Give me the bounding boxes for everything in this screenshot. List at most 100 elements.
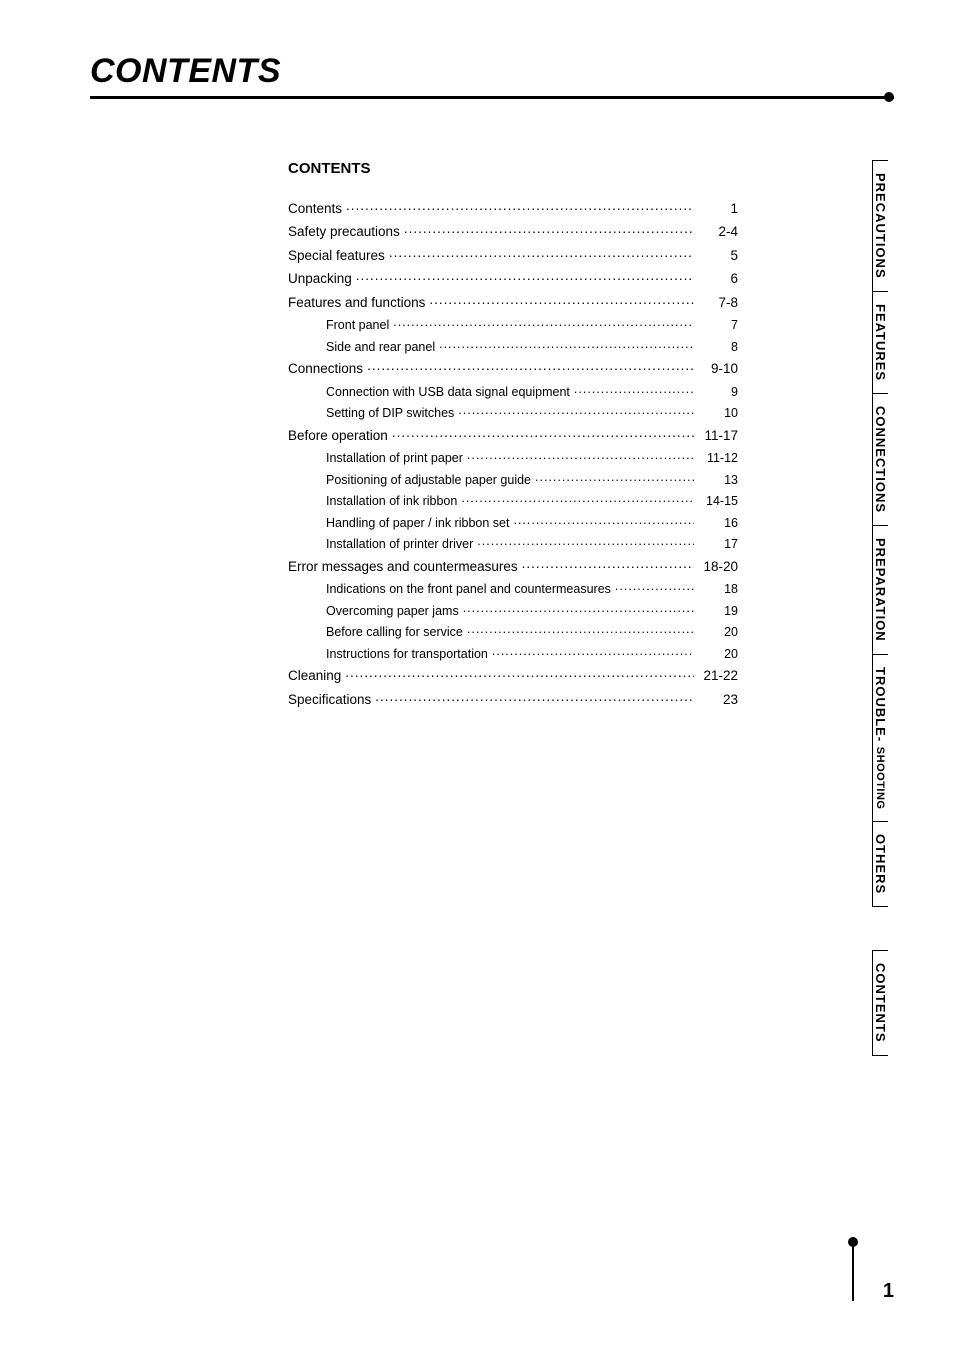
side-tab-label: CONNECTIONS xyxy=(873,406,888,513)
toc-row: Side and rear panel 8 xyxy=(288,338,738,354)
toc-row: Specifications 23 xyxy=(288,690,738,707)
toc-row: Unpacking6 xyxy=(288,270,738,287)
toc-label: Error messages and countermeasures xyxy=(288,559,518,574)
toc-label: Specifications xyxy=(288,692,371,707)
toc-page: 16 xyxy=(698,516,738,530)
toc-page: 2-4 xyxy=(698,224,738,239)
toc-label: Cleaning xyxy=(288,668,341,683)
toc-page: 20 xyxy=(698,625,738,639)
toc-list: Contents1 Safety precautions 2-4 Special fe… xyxy=(288,199,738,707)
toc-row: Overcoming paper jams 19 xyxy=(288,602,738,618)
toc-row: Instructions for transportation20 xyxy=(288,645,738,661)
toc-leader-dots xyxy=(522,557,694,571)
side-tab[interactable]: PRECAUTIONS xyxy=(872,160,888,292)
toc-row: Before operation 11-17 xyxy=(288,426,738,443)
toc-page: 13 xyxy=(698,473,738,487)
toc-page: 11-17 xyxy=(698,428,738,443)
toc-leader-dots xyxy=(346,199,694,213)
toc-label: Positioning of adjustable paper guide xyxy=(326,473,531,487)
toc-leader-dots xyxy=(458,405,694,418)
page-title: CONTENTS xyxy=(90,52,894,91)
side-tab-label: CONTENTS xyxy=(873,963,888,1043)
page: CONTENTS CONTENTS Contents1 Safety precau… xyxy=(0,0,954,1351)
toc-leader-dots xyxy=(429,293,694,307)
side-tab[interactable]: FEATURES xyxy=(872,291,888,394)
toc-row: Installation of print paper11-12 xyxy=(288,450,738,466)
toc-leader-dots xyxy=(477,536,694,549)
toc-page: 1 xyxy=(698,201,738,216)
toc-row: Installation of printer driver 17 xyxy=(288,536,738,552)
toc-page: 19 xyxy=(698,604,738,618)
toc-label: Safety precautions xyxy=(288,224,400,239)
toc-label: Instructions for transportation xyxy=(326,647,488,661)
toc-page: 17 xyxy=(698,537,738,551)
toc-page: 5 xyxy=(698,248,738,263)
toc-page: 9-10 xyxy=(698,361,738,376)
title-rule xyxy=(90,96,894,99)
toc-leader-dots xyxy=(389,246,694,260)
toc-leader-dots xyxy=(393,317,694,330)
toc-leader-dots xyxy=(463,602,694,615)
toc-label: Overcoming paper jams xyxy=(326,604,459,618)
tab-gap xyxy=(872,906,902,950)
toc-row: Before calling for service 20 xyxy=(288,624,738,640)
toc-leader-dots xyxy=(461,493,694,506)
toc-leader-dots xyxy=(615,581,694,594)
side-tab[interactable]: TROUBLE- SHOOTING xyxy=(872,654,888,822)
toc-row: Front panel 7 xyxy=(288,317,738,333)
toc-row: Contents1 xyxy=(288,199,738,216)
toc-page: 8 xyxy=(698,340,738,354)
toc-label: Features and functions xyxy=(288,295,425,310)
toc-label: Handling of paper / ink ribbon set xyxy=(326,516,509,530)
toc-page: 7 xyxy=(698,318,738,332)
toc-label: Front panel xyxy=(326,318,389,332)
toc-row: Handling of paper / ink ribbon set 16 xyxy=(288,514,738,530)
toc-label: Special features xyxy=(288,248,385,263)
toc-page: 14-15 xyxy=(698,494,738,508)
toc-label: Setting of DIP switches xyxy=(326,406,454,420)
toc-row: Features and functions 7-8 xyxy=(288,293,738,310)
side-tab[interactable]: CONNECTIONS xyxy=(872,393,888,526)
side-tab-sublabel: SHOOTING xyxy=(874,746,886,809)
side-tab[interactable]: OTHERS xyxy=(872,821,888,907)
toc-leader-dots xyxy=(467,624,694,637)
toc-row: Safety precautions 2-4 xyxy=(288,223,738,240)
footer-line xyxy=(852,1241,854,1301)
toc-row: Error messages and countermeasures18-20 xyxy=(288,557,738,574)
toc-label: Installation of printer driver xyxy=(326,537,473,551)
toc-leader-dots xyxy=(492,645,694,658)
side-tab-label: PREPARATION xyxy=(873,538,888,642)
side-tab-label: TROUBLE- xyxy=(873,667,888,742)
toc-leader-dots xyxy=(535,471,694,484)
toc-leader-dots xyxy=(392,426,694,440)
toc-label: Unpacking xyxy=(288,271,352,286)
toc-page: 7-8 xyxy=(698,295,738,310)
toc-leader-dots xyxy=(375,690,694,704)
title-area: CONTENTS xyxy=(90,52,894,91)
toc-label: Side and rear panel xyxy=(326,340,435,354)
toc-page: 21-22 xyxy=(698,668,738,683)
toc-leader-dots xyxy=(367,360,694,374)
toc-page: 11-12 xyxy=(698,451,738,465)
side-tab[interactable]: PREPARATION xyxy=(872,525,888,655)
toc-label: Indications on the front panel and count… xyxy=(326,582,611,596)
toc-row: Setting of DIP switches10 xyxy=(288,405,738,421)
toc-page: 23 xyxy=(698,692,738,707)
toc-label: Before calling for service xyxy=(326,625,463,639)
toc-leader-dots xyxy=(574,383,694,396)
toc-leader-dots xyxy=(404,223,694,237)
toc-label: Connections xyxy=(288,361,363,376)
toc-label: Installation of ink ribbon xyxy=(326,494,457,508)
toc-label: Before operation xyxy=(288,428,388,443)
toc-label: Connection with USB data signal equipmen… xyxy=(326,385,570,399)
toc-leader-dots xyxy=(356,270,694,284)
toc-row: Special features 5 xyxy=(288,246,738,263)
footer: 1 xyxy=(844,1241,894,1321)
title-rule-dot xyxy=(884,92,894,102)
toc-row: Installation of ink ribbon 14-15 xyxy=(288,493,738,509)
toc-row: Positioning of adjustable paper guide 13 xyxy=(288,471,738,487)
toc-row: Indications on the front panel and count… xyxy=(288,581,738,597)
side-tab[interactable]: CONTENTS xyxy=(872,950,888,1056)
toc-page: 18 xyxy=(698,582,738,596)
side-tab-label: FEATURES xyxy=(873,304,888,381)
